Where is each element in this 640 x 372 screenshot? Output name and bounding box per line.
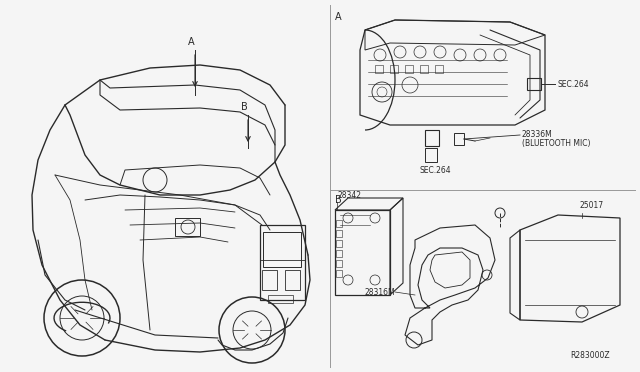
Text: 28342: 28342 [337, 191, 361, 200]
Text: B: B [335, 195, 342, 205]
Bar [435, 65, 443, 73]
Bar [263, 232, 301, 267]
Bar [336, 230, 342, 237]
Text: (BLUETOOTH MIC): (BLUETOOTH MIC) [522, 139, 591, 148]
Text: SEC.264: SEC.264 [420, 166, 452, 175]
Bar [527, 78, 541, 90]
Text: A: A [188, 37, 195, 47]
Text: R283000Z: R283000Z [570, 351, 610, 360]
Bar [175, 218, 200, 236]
Bar [405, 65, 413, 73]
Text: A: A [335, 12, 342, 22]
Bar [336, 270, 342, 277]
Bar [390, 65, 398, 73]
Bar [285, 270, 300, 290]
Bar [335, 210, 390, 295]
Bar [336, 240, 342, 247]
Bar [420, 65, 428, 73]
Bar [425, 148, 437, 162]
Bar [268, 295, 293, 303]
Bar [336, 220, 342, 227]
Bar [375, 65, 383, 73]
Bar [260, 225, 305, 300]
Bar [425, 130, 439, 146]
Bar [454, 133, 464, 145]
Bar [262, 270, 277, 290]
Text: SEC.264: SEC.264 [557, 80, 589, 89]
Text: 28336M: 28336M [522, 130, 553, 139]
Bar [336, 250, 342, 257]
Text: 28316M: 28316M [364, 288, 395, 297]
Text: 25017: 25017 [580, 201, 604, 210]
Bar [336, 260, 342, 267]
Text: B: B [241, 102, 248, 112]
